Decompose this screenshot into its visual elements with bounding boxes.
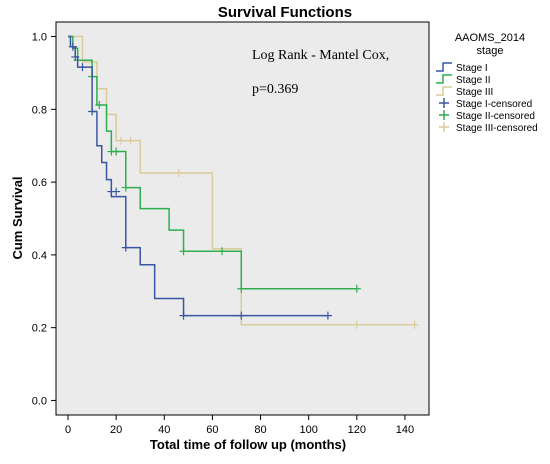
- stage-i-censored-mark: [121, 243, 130, 252]
- y-tick-label: 0.2: [32, 323, 47, 335]
- plot-area: [55, 21, 430, 416]
- x-tick-label: 40: [158, 424, 170, 436]
- stage-iii-censored-mark: [352, 320, 361, 329]
- log-rank-annotation: Log Rank - Mantel Cox,: [252, 48, 389, 63]
- stage-i-censored-mark: [112, 187, 121, 196]
- legend-swatch-cross: [439, 98, 449, 108]
- p-value-annotation: p=0.369: [252, 82, 298, 97]
- legend-label: Stage II-censored: [456, 111, 535, 122]
- legend-label: Stage III: [456, 87, 493, 98]
- stage-i-censored-mark: [237, 311, 246, 320]
- axis-layer: 0 20 40 60 80 100 120 140 0.0 0.2 0.4 0.6 0.8 1.0: [32, 32, 414, 436]
- legend-swatch-line: [436, 86, 452, 96]
- legend-item: Stage III: [436, 86, 493, 98]
- legend-item: Stage II-censored: [439, 110, 535, 122]
- stage-i-censored-mark: [179, 311, 188, 320]
- y-axis-label: Cum Survival: [10, 176, 25, 259]
- x-tick-label: 20: [110, 424, 122, 436]
- y-tick-label: 1.0: [32, 32, 47, 44]
- stage-ii-censored-mark: [179, 247, 188, 256]
- x-tick-label: 60: [206, 424, 218, 436]
- legend-swatch-line: [436, 74, 452, 84]
- legend-item: Stage I: [436, 62, 488, 74]
- legend-swatch-cross: [439, 110, 449, 120]
- y-tick-label: 0.8: [32, 104, 47, 116]
- legend-label: Stage I: [456, 63, 488, 74]
- x-tick-label: 120: [348, 424, 366, 436]
- stage-i-censored-mark: [68, 42, 77, 51]
- stage-ii-censored-mark: [112, 147, 121, 156]
- stage-iii-censored-mark: [116, 136, 125, 145]
- legend-title-line1: AAOMS_2014: [455, 32, 525, 44]
- x-tick-label: 0: [65, 424, 71, 436]
- series-layer: [68, 35, 419, 329]
- legend-item: Stage III-censored: [439, 122, 538, 134]
- stage-iii-censored-mark: [410, 320, 419, 329]
- stage-iii-curve: [68, 35, 415, 326]
- x-tick-label: 100: [299, 424, 317, 436]
- legend-swatch-line: [436, 62, 452, 72]
- stage-iii-censored-mark: [126, 136, 135, 145]
- legend-label: Stage III-censored: [456, 123, 538, 134]
- stage-ii-censored-mark: [121, 183, 130, 192]
- stage-ii-censored-mark: [352, 284, 361, 293]
- y-tick-label: 0.6: [32, 177, 47, 189]
- stage-iii-censored-mark: [174, 169, 183, 178]
- x-tick-label: 80: [254, 424, 266, 436]
- legend-title-line2: stage: [477, 45, 504, 57]
- x-axis-label: Total time of follow up (months): [150, 437, 346, 452]
- stage-i-censored-mark: [78, 63, 87, 72]
- chart-title: Survival Functions: [218, 4, 352, 21]
- y-tick-label: 0.4: [32, 250, 47, 262]
- stage-ii-censored-mark: [218, 247, 227, 256]
- stage-i-censored-mark: [323, 311, 332, 320]
- legend-swatch-cross: [439, 122, 449, 132]
- legend-item: Stage II: [436, 74, 490, 86]
- x-tick-label: 140: [396, 424, 414, 436]
- stage-i-censored-mark: [88, 107, 97, 116]
- stage-ii-censored-mark: [95, 100, 104, 109]
- legend-item: Stage I-censored: [439, 98, 532, 110]
- stage-ii-censored-mark: [237, 284, 246, 293]
- legend-label: Stage II: [456, 75, 490, 86]
- stage-i-censored-mark: [71, 52, 80, 61]
- y-tick-label: 0.0: [32, 395, 47, 407]
- legend-label: Stage I-censored: [456, 99, 532, 110]
